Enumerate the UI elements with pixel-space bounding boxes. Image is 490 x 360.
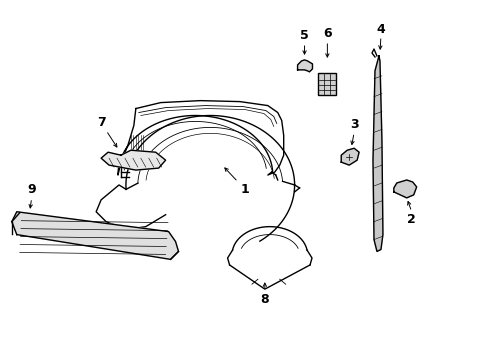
Polygon shape: [297, 60, 313, 72]
Text: 4: 4: [377, 23, 385, 36]
Text: 3: 3: [350, 118, 359, 131]
Text: 9: 9: [27, 184, 36, 197]
Text: 5: 5: [300, 29, 309, 42]
Polygon shape: [341, 148, 359, 165]
Text: 8: 8: [261, 293, 269, 306]
Text: 7: 7: [97, 116, 105, 129]
Text: 6: 6: [323, 27, 332, 40]
Bar: [318, 73, 336, 95]
Polygon shape: [394, 180, 416, 198]
Polygon shape: [12, 212, 178, 260]
Polygon shape: [373, 56, 383, 251]
Polygon shape: [101, 150, 166, 170]
Text: 1: 1: [241, 184, 249, 197]
Text: 2: 2: [407, 213, 416, 226]
